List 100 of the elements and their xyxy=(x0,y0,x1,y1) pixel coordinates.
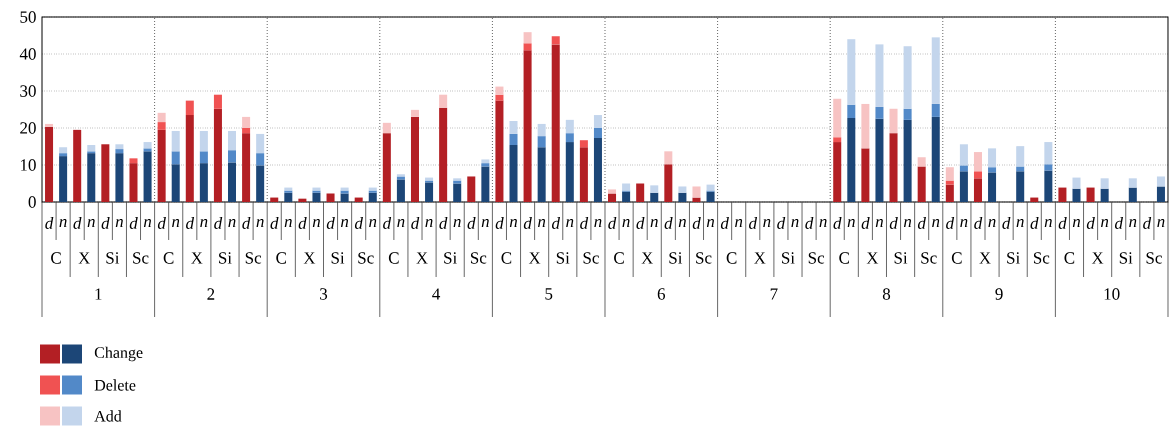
x-tick-label: n xyxy=(453,218,461,228)
x-tick-label: n xyxy=(932,218,940,228)
x-tick-label: n xyxy=(1157,218,1165,228)
y-tick-label: 50 xyxy=(20,11,36,23)
x-tick-label: d xyxy=(157,217,166,229)
x-tick-label: n xyxy=(340,218,349,228)
text: X xyxy=(866,252,879,264)
text: X xyxy=(78,252,91,264)
x-tick-label: d xyxy=(467,217,476,229)
text: 10 xyxy=(1104,288,1120,300)
text: X xyxy=(303,252,316,264)
x-tick-label: d xyxy=(523,217,532,229)
x-tick-label: n xyxy=(200,218,208,228)
x-tick-label: d xyxy=(636,217,645,229)
x-tick-label: d xyxy=(1143,217,1152,229)
text: X xyxy=(416,252,428,264)
x-tick-label: n xyxy=(59,218,67,228)
x-tick-label: d xyxy=(1030,217,1039,229)
x-tick-label: d xyxy=(439,217,448,229)
text: X xyxy=(641,252,654,264)
text: 6 xyxy=(657,288,666,300)
x-tick-label: d xyxy=(101,217,110,229)
x-tick-label: n xyxy=(509,218,518,228)
text: X xyxy=(979,252,991,264)
x-tick-label: d xyxy=(186,217,195,229)
text: C xyxy=(163,252,174,264)
text: C xyxy=(388,252,399,264)
text: C xyxy=(614,252,624,264)
text: Sc xyxy=(133,252,149,264)
x-tick-label: n xyxy=(875,218,883,228)
x-tick-label: n xyxy=(763,218,771,228)
text: Sc xyxy=(696,252,712,264)
text: C xyxy=(51,252,61,264)
x-tick-label: d xyxy=(946,217,955,229)
x-tick-label: d xyxy=(298,217,307,229)
text: 1 xyxy=(95,288,102,300)
x-tick-label: n xyxy=(312,218,321,228)
x-tick-label: n xyxy=(735,218,743,228)
y-tick-label: 40 xyxy=(19,48,36,60)
y-tick-label: 10 xyxy=(20,159,36,171)
text: 8 xyxy=(882,288,891,300)
x-tick-label: d xyxy=(383,217,392,229)
x-tick-label: d xyxy=(692,217,701,229)
text: Si xyxy=(444,252,457,264)
text: C xyxy=(726,252,737,264)
x-tick-label: n xyxy=(538,218,546,228)
x-tick-label: d xyxy=(354,217,363,229)
text: Si xyxy=(556,252,570,264)
x-tick-label: n xyxy=(397,218,405,228)
x-tick-label: n xyxy=(115,218,123,228)
x-tick-label: d xyxy=(326,217,335,229)
legend-label: Change xyxy=(94,346,143,362)
x-tick-label: n xyxy=(143,218,152,228)
x-tick-label: n xyxy=(369,218,377,228)
legend-label: Delete xyxy=(94,379,136,391)
x-tick-label: n xyxy=(425,218,433,228)
x-tick-label: n xyxy=(622,218,630,228)
x-tick-label: n xyxy=(678,218,686,228)
text: C xyxy=(951,252,962,264)
x-tick-label: n xyxy=(960,218,968,228)
x-tick-label: d xyxy=(889,217,898,229)
y-tick-label: 30 xyxy=(20,85,36,97)
x-tick-label: d xyxy=(270,217,279,229)
text: Si xyxy=(894,252,908,264)
text: Sc xyxy=(470,252,487,264)
x-tick-label: n xyxy=(903,218,912,228)
x-tick-label: n xyxy=(256,218,264,228)
text: Sc xyxy=(808,252,825,264)
x-tick-label: d xyxy=(1114,217,1124,229)
text: C xyxy=(501,252,512,264)
x-tick-label: n xyxy=(1101,218,1109,228)
text: Sc xyxy=(583,252,599,264)
text: Si xyxy=(1007,252,1020,264)
x-tick-label: n xyxy=(1044,218,1052,228)
text: Si xyxy=(1119,252,1133,264)
text: 5 xyxy=(545,288,553,300)
text: X xyxy=(1091,252,1104,264)
text: 3 xyxy=(320,288,328,300)
x-tick-label: d xyxy=(833,217,842,229)
x-tick-label: d xyxy=(1002,217,1011,229)
text: Si xyxy=(331,252,345,264)
x-tick-label: d xyxy=(974,217,983,229)
x-tick-label: d xyxy=(777,217,786,229)
text: Sc xyxy=(921,252,937,264)
text: Sc xyxy=(245,252,262,264)
x-tick-label: d xyxy=(552,217,561,229)
text: X xyxy=(754,252,766,264)
x-tick-label: d xyxy=(664,217,673,229)
text: Sc xyxy=(358,252,374,264)
x-tick-label: n xyxy=(1072,218,1081,228)
x-tick-label: n xyxy=(284,218,292,228)
x-tick-label: d xyxy=(608,217,617,229)
x-tick-label: n xyxy=(847,218,855,228)
x-tick-label: d xyxy=(1086,217,1095,229)
text: Si xyxy=(219,252,232,264)
x-tick-label: n xyxy=(87,218,95,228)
y-tick-label: 20 xyxy=(20,122,36,134)
x-tick-label: d xyxy=(129,217,138,229)
x-tick-label: n xyxy=(706,218,715,228)
text: X xyxy=(191,252,203,264)
